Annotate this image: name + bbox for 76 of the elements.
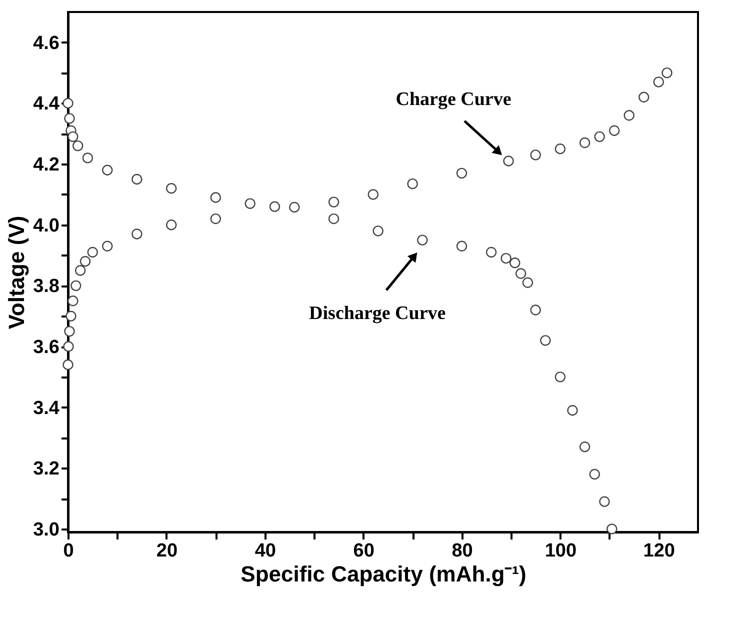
point bbox=[80, 256, 91, 267]
point bbox=[82, 152, 94, 164]
point bbox=[328, 196, 340, 208]
point bbox=[166, 183, 177, 194]
point bbox=[62, 359, 74, 370]
x-tick-label: 60 bbox=[353, 540, 374, 562]
point bbox=[62, 98, 74, 109]
y-tick-label: 3.0 bbox=[33, 519, 60, 540]
point bbox=[417, 234, 428, 246]
x-tick-label: 80 bbox=[452, 540, 473, 562]
y-axis-title: Voltage (V) bbox=[4, 216, 30, 330]
point bbox=[638, 92, 650, 102]
point bbox=[567, 405, 578, 416]
y-tick-label: 3.2 bbox=[33, 458, 60, 480]
point bbox=[554, 144, 566, 154]
point bbox=[662, 67, 672, 78]
y-tick-label: 4.4 bbox=[33, 94, 60, 115]
point bbox=[579, 442, 590, 452]
point bbox=[624, 110, 634, 121]
point bbox=[210, 213, 221, 224]
point bbox=[64, 113, 75, 124]
point bbox=[594, 131, 605, 142]
annotation: Discharge Curve bbox=[309, 303, 446, 324]
point bbox=[102, 240, 113, 252]
y-tick-label: 3.4 bbox=[33, 398, 60, 419]
x-tick-label: 20 bbox=[156, 540, 178, 562]
y-tick-label: 4.6 bbox=[33, 32, 60, 54]
point bbox=[70, 280, 82, 292]
point bbox=[368, 189, 378, 200]
point bbox=[554, 372, 566, 382]
point bbox=[210, 192, 221, 203]
point bbox=[540, 335, 551, 346]
point bbox=[72, 140, 84, 152]
point bbox=[579, 137, 590, 148]
point bbox=[522, 277, 534, 288]
point bbox=[328, 213, 340, 224]
point bbox=[589, 468, 600, 480]
x-tick-label: 100 bbox=[544, 540, 577, 562]
point bbox=[608, 125, 620, 136]
point bbox=[269, 201, 280, 212]
point bbox=[63, 341, 74, 352]
point bbox=[244, 198, 256, 209]
point bbox=[289, 202, 300, 213]
x-tick-label: 120 bbox=[643, 540, 675, 562]
y-tick-label: 3.6 bbox=[33, 337, 60, 358]
point bbox=[132, 228, 142, 240]
point bbox=[74, 265, 86, 276]
y-tick-label: 3.8 bbox=[33, 276, 60, 298]
y-tick-label: 4.2 bbox=[33, 154, 60, 176]
point bbox=[486, 246, 497, 258]
point bbox=[599, 496, 610, 507]
point bbox=[503, 156, 514, 166]
point bbox=[132, 174, 142, 185]
point bbox=[64, 326, 75, 337]
x-axis-title: Specific Capacity (mAh.g⁻¹) bbox=[240, 562, 526, 586]
point bbox=[530, 304, 541, 316]
point bbox=[653, 76, 664, 88]
point bbox=[500, 252, 512, 264]
y-tick-label: 4.0 bbox=[33, 215, 60, 236]
point bbox=[456, 168, 468, 179]
x-tick-label: 40 bbox=[254, 540, 276, 562]
x-tick-label: 0 bbox=[63, 540, 74, 562]
point bbox=[68, 296, 78, 306]
point bbox=[510, 258, 520, 268]
point bbox=[407, 178, 418, 190]
point bbox=[456, 240, 468, 252]
annotation: Charge Curve bbox=[396, 89, 512, 110]
point bbox=[530, 150, 541, 160]
point bbox=[606, 524, 618, 534]
point bbox=[166, 220, 177, 230]
point bbox=[68, 131, 78, 142]
point bbox=[515, 268, 526, 279]
point bbox=[87, 246, 98, 258]
point bbox=[102, 164, 113, 176]
point bbox=[372, 226, 384, 236]
point bbox=[66, 310, 76, 322]
